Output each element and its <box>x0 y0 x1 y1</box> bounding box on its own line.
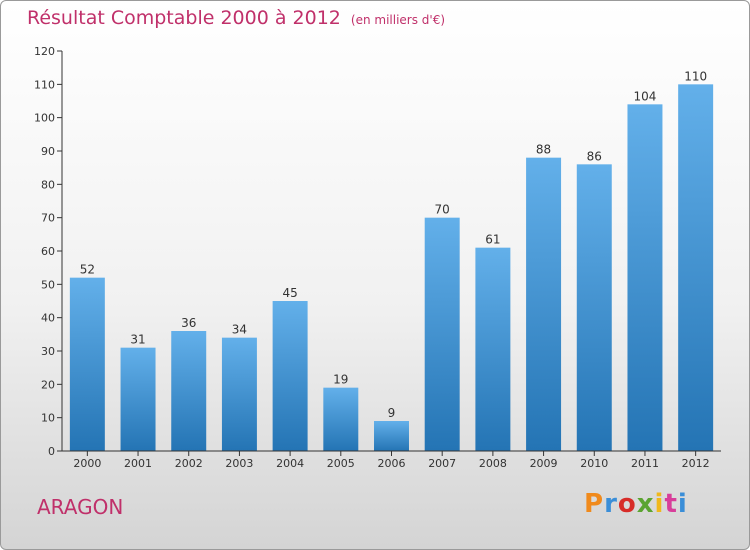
data-label: 34 <box>232 323 247 337</box>
x-tick-label: 2003 <box>225 457 253 470</box>
bars-group <box>69 84 714 452</box>
logo-letter: x <box>636 489 655 519</box>
data-label: 9 <box>388 406 396 420</box>
x-tick-label: 2009 <box>530 457 558 470</box>
bar <box>272 301 308 451</box>
data-label: 31 <box>130 333 145 347</box>
x-tick-label: 2011 <box>631 457 659 470</box>
chart-title: Résultat Comptable 2000 à 2012 (en millie… <box>27 7 445 29</box>
data-label: 45 <box>282 286 297 300</box>
data-label: 110 <box>684 69 707 83</box>
y-tick-label: 90 <box>41 145 55 158</box>
bar <box>576 164 612 452</box>
logo-letter: t <box>664 489 678 519</box>
x-tick-label: 2001 <box>124 457 152 470</box>
y-tick-label: 20 <box>41 378 55 391</box>
bar <box>120 347 156 451</box>
y-tick-label: 70 <box>41 212 55 225</box>
data-label: 36 <box>181 316 196 330</box>
y-tick-label: 50 <box>41 278 55 291</box>
data-label: 70 <box>435 203 450 217</box>
data-label: 52 <box>80 263 95 277</box>
place-name: ARAGON <box>37 495 124 519</box>
bar <box>323 387 359 451</box>
bar <box>678 84 714 451</box>
bar <box>171 331 207 451</box>
x-tick-label: 2002 <box>175 457 203 470</box>
data-label: 19 <box>333 373 348 387</box>
data-label: 104 <box>634 89 657 103</box>
x-tick-label: 2008 <box>479 457 507 470</box>
y-tick-label: 80 <box>41 178 55 191</box>
y-tick-label: 0 <box>48 445 55 458</box>
axes-group: 0 10 20 30 40 50 60 70 80 90 100 110 120 <box>34 45 721 458</box>
bar <box>475 247 511 451</box>
bar <box>526 157 562 451</box>
x-tick-label: 2010 <box>580 457 608 470</box>
logo-letter: o <box>617 489 637 519</box>
y-tick-label: 10 <box>41 412 55 425</box>
bar <box>424 217 460 451</box>
y-tick-label: 110 <box>34 78 55 91</box>
title-unit: (en milliers d'€) <box>350 13 446 27</box>
x-tick-label: 2004 <box>276 457 304 470</box>
y-tick-label: 40 <box>41 312 55 325</box>
y-tick-label: 100 <box>34 112 55 125</box>
data-label: 88 <box>536 143 551 157</box>
x-tick-label: 2012 <box>682 457 710 470</box>
bar <box>69 277 105 451</box>
logo-letter: i <box>677 489 688 519</box>
logo-letter: r <box>604 489 618 519</box>
bar <box>374 421 409 451</box>
x-tick-label: 2000 <box>73 457 101 470</box>
y-tick-label: 120 <box>34 45 55 58</box>
title-text: Résultat Comptable 2000 à 2012 <box>27 7 341 29</box>
y-tick-label: 30 <box>41 345 55 358</box>
x-tick-label: 2005 <box>327 457 355 470</box>
y-tick-label: 60 <box>41 245 55 258</box>
logo-letter: i <box>654 489 665 519</box>
x-tick-label: 2007 <box>428 457 456 470</box>
data-label: 86 <box>587 149 602 163</box>
data-label: 61 <box>485 233 500 247</box>
bar <box>627 104 663 451</box>
logo-letter: P <box>584 489 605 519</box>
bar <box>221 337 257 451</box>
proxiti-logo[interactable]: Proxiti <box>584 489 688 519</box>
x-tick-label: 2006 <box>378 457 406 470</box>
labels-group: 2000 52 2001 31 2002 36 2003 34 2004 45 2005 19 2006… <box>73 69 709 470</box>
